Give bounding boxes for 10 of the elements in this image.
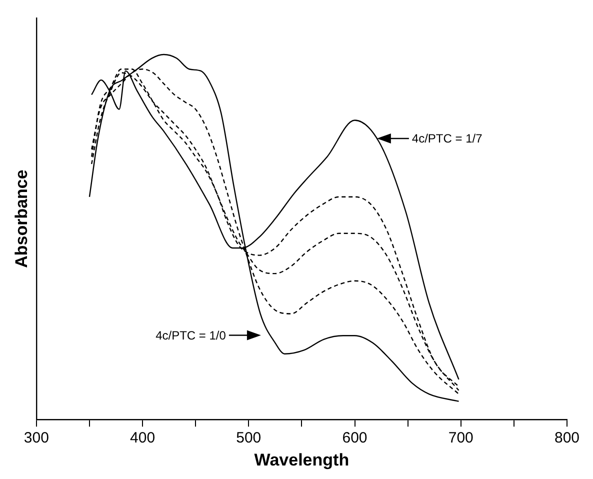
x-tick-label: 600 (342, 430, 368, 447)
x-tick-label: 300 (24, 430, 49, 447)
x-tick-label: 500 (236, 430, 262, 447)
annotation: 4c/PTC = 1/0 (156, 328, 226, 342)
x-tick-label: 400 (130, 430, 156, 447)
x-tick-label: 700 (448, 430, 474, 447)
y-axis-title: Absorbance (12, 170, 31, 268)
x-axis-title: Wavelength (254, 450, 350, 470)
annotation: 4c/PTC = 1/7 (412, 131, 483, 146)
x-tick-label: 800 (554, 430, 580, 447)
